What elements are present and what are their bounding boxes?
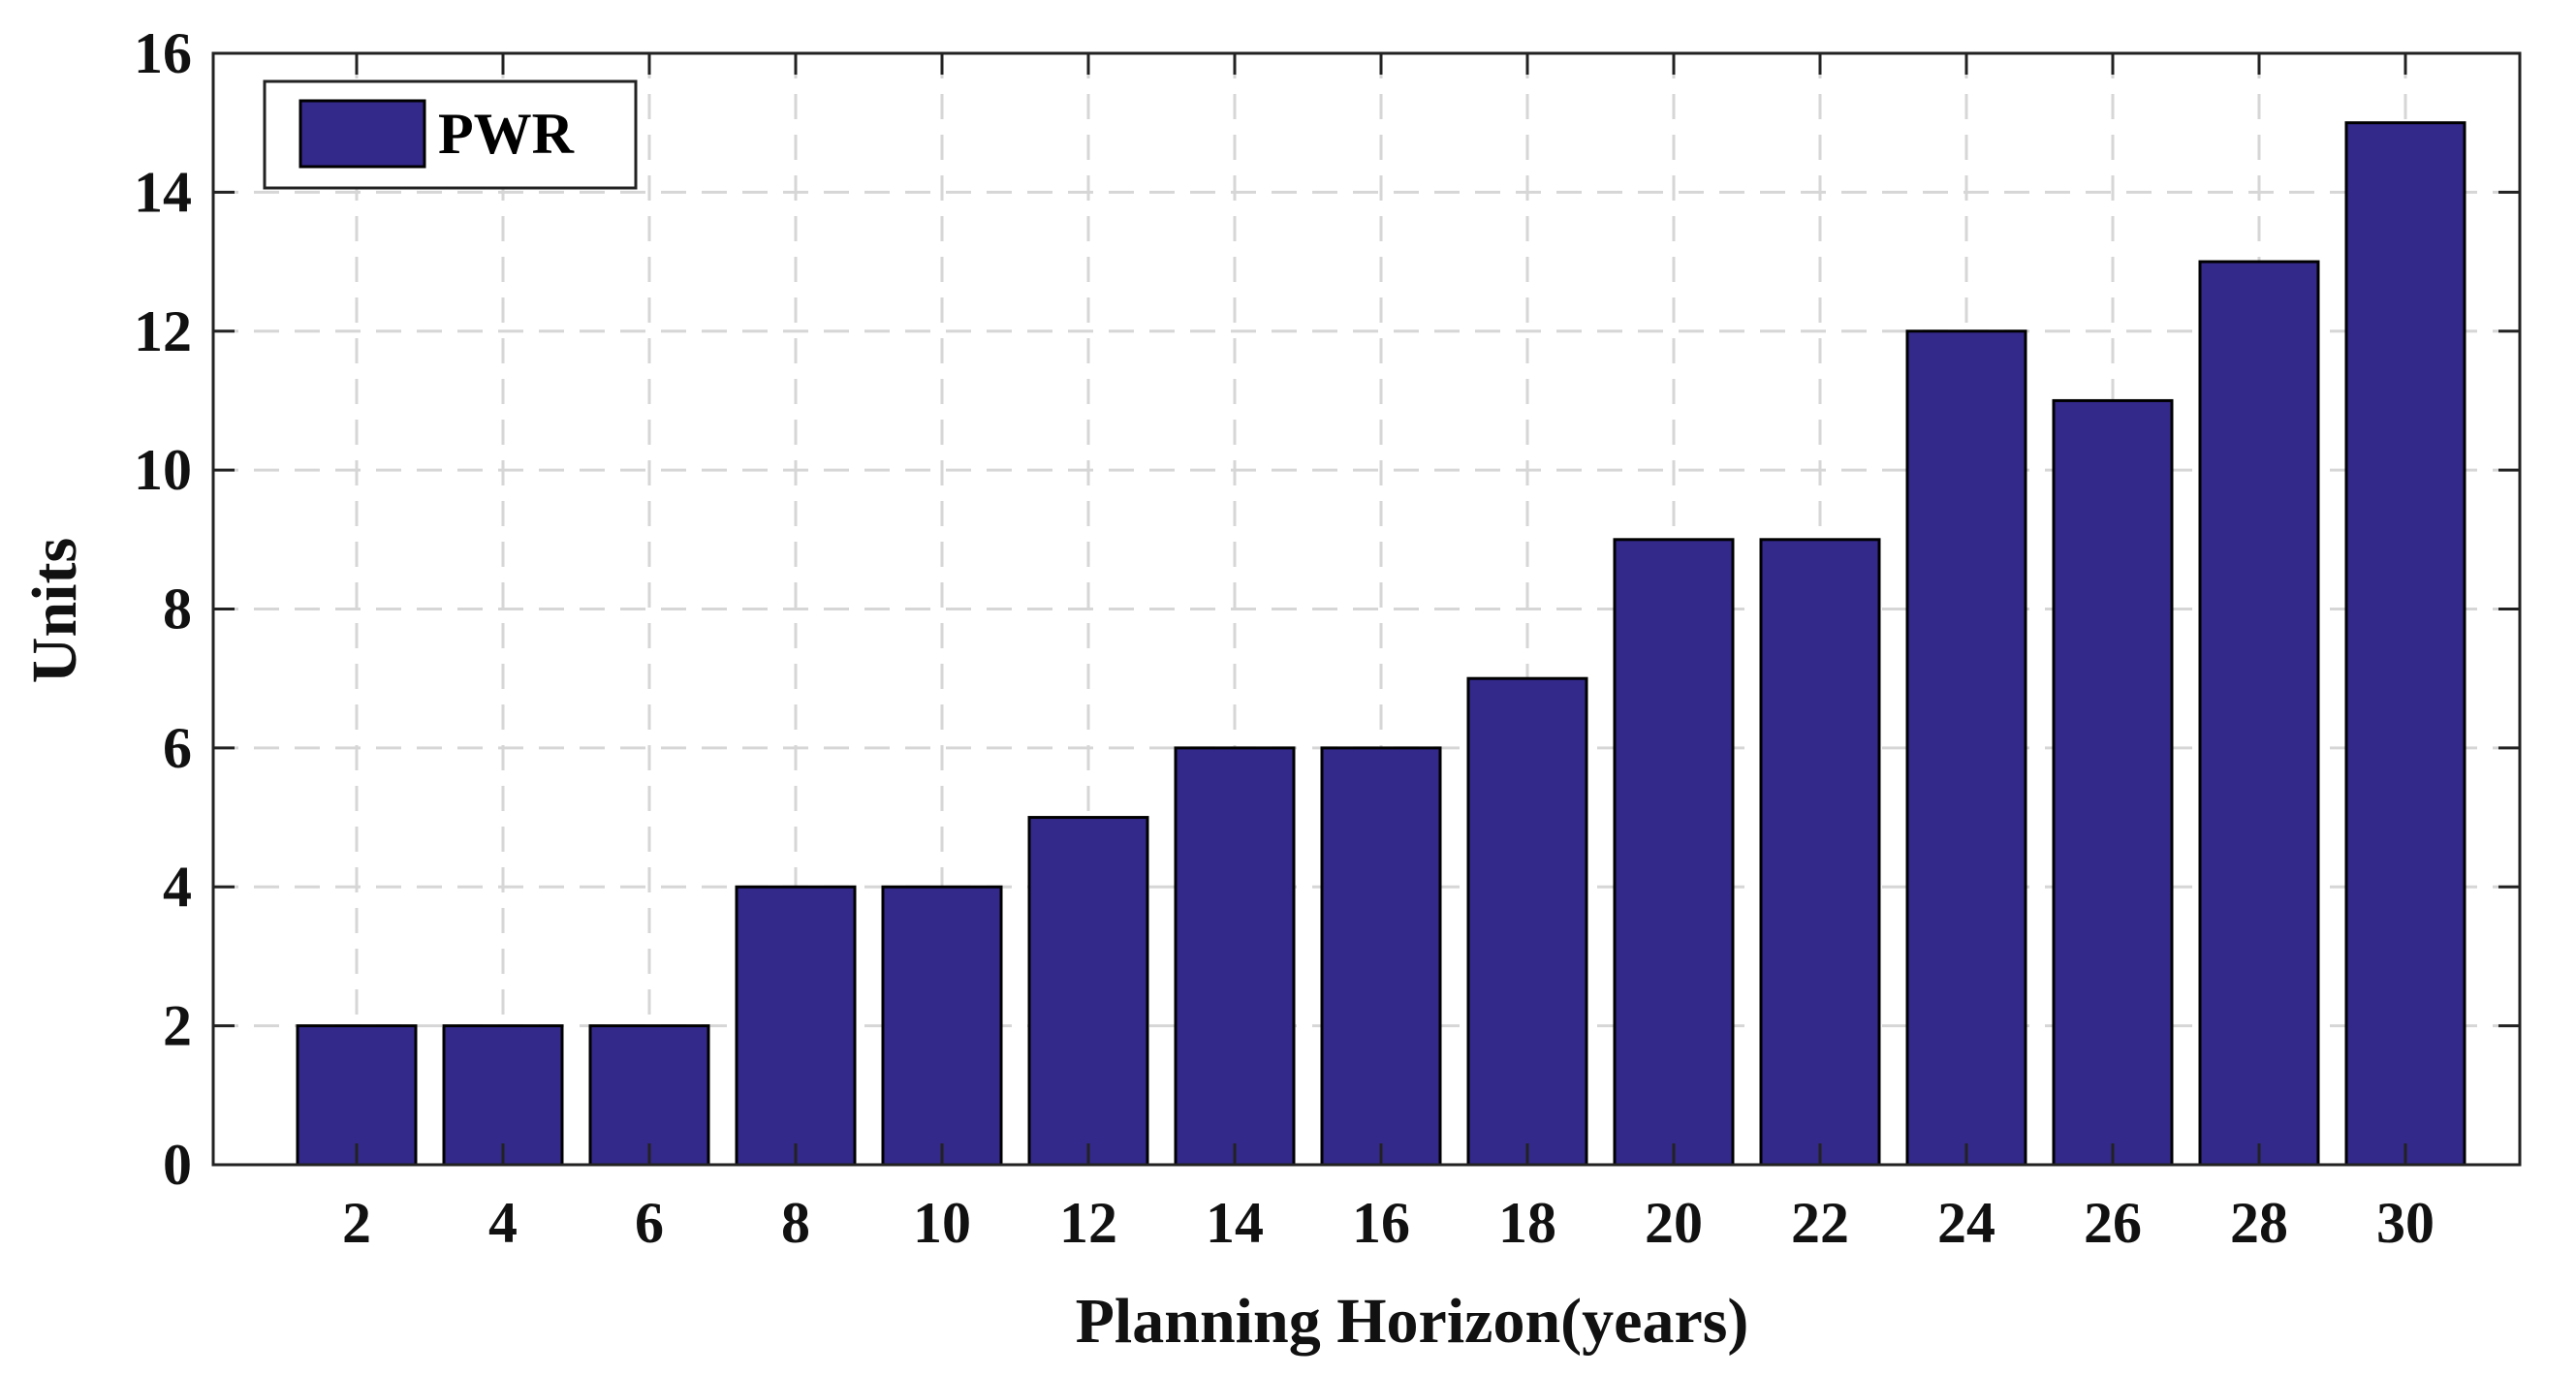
legend: PWR bbox=[263, 79, 638, 190]
y-tick-label: 14 bbox=[134, 160, 192, 224]
legend-swatch bbox=[298, 99, 426, 169]
x-tick-label: 30 bbox=[2376, 1191, 2435, 1255]
y-tick-label: 2 bbox=[163, 994, 192, 1058]
y-tick-label: 10 bbox=[134, 438, 192, 502]
y-tick-label: 4 bbox=[163, 855, 192, 919]
bar-26 bbox=[2052, 398, 2174, 1167]
bar-16 bbox=[1320, 746, 1442, 1167]
x-tick-label: 16 bbox=[1352, 1191, 1410, 1255]
bar-22 bbox=[1759, 538, 1881, 1167]
legend-label: PWR bbox=[438, 102, 575, 166]
bar-10 bbox=[881, 885, 1003, 1167]
x-tick-label: 4 bbox=[488, 1191, 518, 1255]
bar-18 bbox=[1466, 676, 1588, 1167]
x-tick-label: 28 bbox=[2230, 1191, 2288, 1255]
y-tick-label: 12 bbox=[134, 299, 192, 363]
bar-14 bbox=[1174, 746, 1296, 1167]
x-tick-label: 2 bbox=[342, 1191, 371, 1255]
x-tick-label: 26 bbox=[2084, 1191, 2142, 1255]
y-tick-label: 16 bbox=[134, 21, 192, 85]
y-tick-label: 0 bbox=[163, 1133, 192, 1197]
x-tick-label: 22 bbox=[1791, 1191, 1849, 1255]
x-tick-label: 12 bbox=[1059, 1191, 1117, 1255]
y-tick-label: 6 bbox=[163, 716, 192, 780]
bar-30 bbox=[2344, 121, 2466, 1167]
x-tick-label: 14 bbox=[1206, 1191, 1264, 1255]
x-tick-label: 24 bbox=[1937, 1191, 1995, 1255]
bar-2 bbox=[296, 1024, 418, 1167]
x-axis-title: Planning Horizon(years) bbox=[1076, 1286, 1749, 1357]
bar-6 bbox=[588, 1024, 710, 1167]
x-tick-label: 6 bbox=[635, 1191, 664, 1255]
x-tick-label: 18 bbox=[1498, 1191, 1556, 1255]
bars bbox=[296, 121, 2466, 1167]
y-axis-title: Units bbox=[19, 538, 90, 683]
y-tick-label: 8 bbox=[163, 578, 192, 641]
x-tick-labels: 2 4 6 8 10 12 14 16 18 20 22 24 26 28 30 bbox=[342, 1191, 2435, 1255]
tick-marks bbox=[213, 51, 2520, 1167]
bar-8 bbox=[735, 885, 857, 1167]
bar-12 bbox=[1027, 816, 1149, 1167]
bar-24 bbox=[1905, 329, 2027, 1167]
x-tick-label: 20 bbox=[1645, 1191, 1703, 1255]
bar-20 bbox=[1613, 538, 1735, 1167]
x-tick-label: 8 bbox=[781, 1191, 810, 1255]
bar-28 bbox=[2198, 260, 2320, 1167]
x-tick-label: 10 bbox=[913, 1191, 971, 1255]
y-tick-labels: 0 2 4 6 8 10 12 14 16 bbox=[134, 21, 192, 1197]
